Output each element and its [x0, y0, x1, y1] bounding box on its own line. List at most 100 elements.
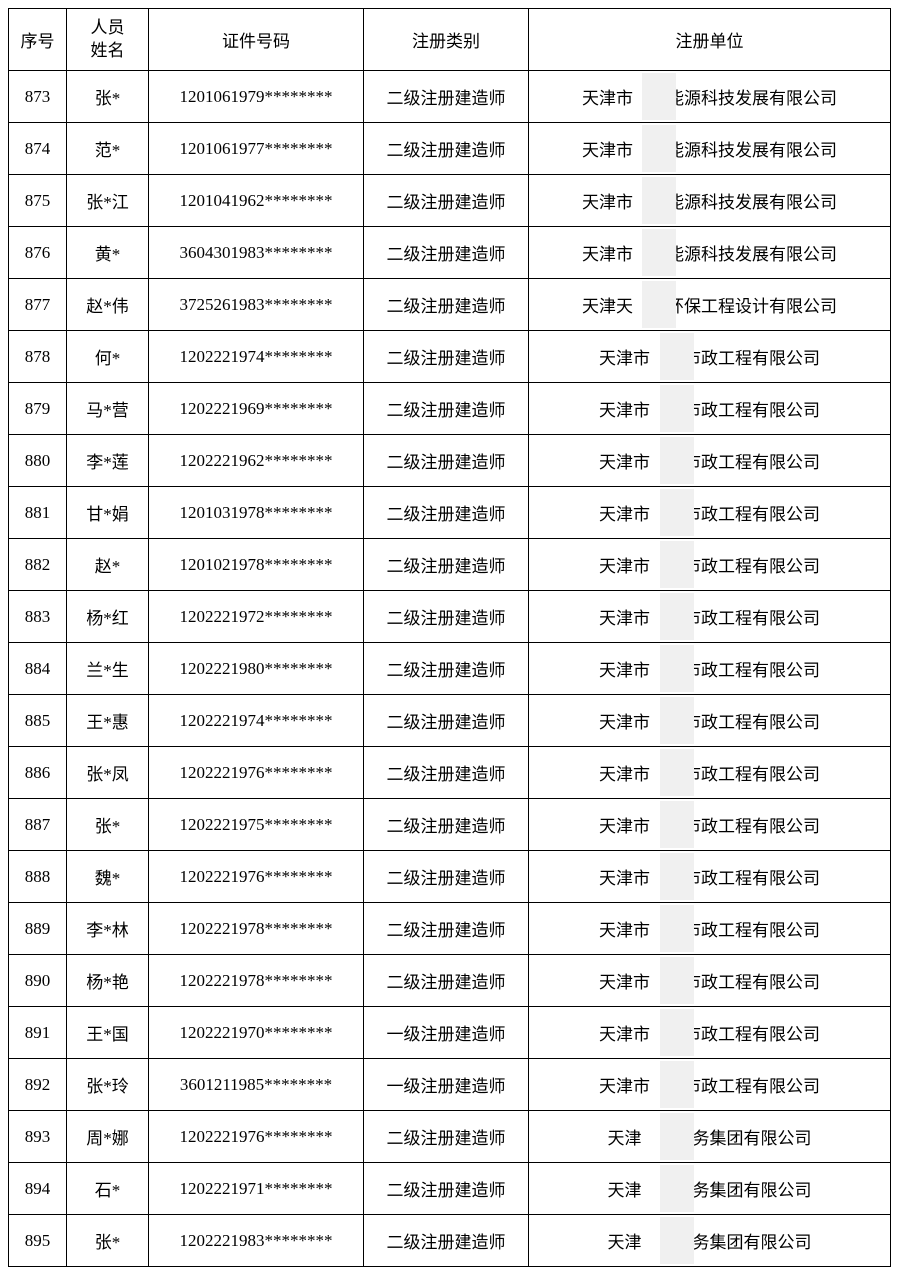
table-row: 882赵*1201021978********二级注册建造师天津市 市政工程有限… — [9, 539, 891, 591]
cell-id: 1202221978******** — [149, 903, 364, 955]
unit-text: 天津市 市政工程有限公司 — [599, 401, 820, 420]
cell-id: 1201021978******** — [149, 539, 364, 591]
cell-category: 二级注册建造师 — [364, 487, 529, 539]
header-category: 注册类别 — [364, 9, 529, 71]
cell-id: 1202221974******** — [149, 695, 364, 747]
table-row: 884兰*生1202221980********二级注册建造师天津市 市政工程有… — [9, 643, 891, 695]
cell-seq: 880 — [9, 435, 67, 487]
cell-unit: 天津 水务集团有限公司 — [529, 1215, 891, 1267]
cell-unit: 天津市 市政工程有限公司 — [529, 1007, 891, 1059]
cell-unit: 天津市 市政工程有限公司 — [529, 695, 891, 747]
cell-unit: 天津市 能源科技发展有限公司 — [529, 123, 891, 175]
cell-id: 1202221970******** — [149, 1007, 364, 1059]
unit-text: 天津市 市政工程有限公司 — [599, 661, 820, 680]
cell-name: 黄* — [67, 227, 149, 279]
redaction-block — [642, 125, 676, 172]
unit-text: 天津市 市政工程有限公司 — [599, 1077, 820, 1096]
cell-category: 二级注册建造师 — [364, 591, 529, 643]
unit-text: 天津天 环保工程设计有限公司 — [582, 297, 837, 316]
cell-seq: 875 — [9, 175, 67, 227]
cell-unit: 天津市 市政工程有限公司 — [529, 851, 891, 903]
cell-id: 1202221969******** — [149, 383, 364, 435]
table-row: 888魏*1202221976********二级注册建造师天津市 市政工程有限… — [9, 851, 891, 903]
cell-category: 二级注册建造师 — [364, 383, 529, 435]
redaction-block — [642, 177, 676, 224]
cell-name: 李*林 — [67, 903, 149, 955]
cell-unit: 天津市 市政工程有限公司 — [529, 435, 891, 487]
table-row: 885王*惠1202221974********二级注册建造师天津市 市政工程有… — [9, 695, 891, 747]
cell-category: 二级注册建造师 — [364, 227, 529, 279]
redaction-block — [660, 1009, 694, 1056]
cell-unit: 天津市 市政工程有限公司 — [529, 487, 891, 539]
cell-unit: 天津天 环保工程设计有限公司 — [529, 279, 891, 331]
table-row: 889李*林1202221978********二级注册建造师天津市 市政工程有… — [9, 903, 891, 955]
cell-name: 何* — [67, 331, 149, 383]
unit-text: 天津 水务集团有限公司 — [608, 1233, 812, 1252]
table-row: 895张*1202221983********二级注册建造师天津 水务集团有限公… — [9, 1215, 891, 1267]
table-row: 886张*凤1202221976********二级注册建造师天津市 市政工程有… — [9, 747, 891, 799]
unit-text: 天津 水务集团有限公司 — [608, 1129, 812, 1148]
table-row: 874范*1201061977********二级注册建造师天津市 能源科技发展… — [9, 123, 891, 175]
redaction-block — [660, 541, 694, 588]
cell-id: 1202221976******** — [149, 851, 364, 903]
cell-category: 二级注册建造师 — [364, 539, 529, 591]
cell-name: 范* — [67, 123, 149, 175]
cell-name: 兰*生 — [67, 643, 149, 695]
cell-unit: 天津市 市政工程有限公司 — [529, 799, 891, 851]
cell-unit: 天津市 市政工程有限公司 — [529, 955, 891, 1007]
cell-seq: 882 — [9, 539, 67, 591]
cell-unit: 天津市 能源科技发展有限公司 — [529, 227, 891, 279]
cell-unit: 天津市 市政工程有限公司 — [529, 383, 891, 435]
cell-category: 二级注册建造师 — [364, 435, 529, 487]
cell-category: 二级注册建造师 — [364, 851, 529, 903]
cell-unit: 天津 水务集团有限公司 — [529, 1111, 891, 1163]
cell-seq: 892 — [9, 1059, 67, 1111]
cell-category: 二级注册建造师 — [364, 1215, 529, 1267]
cell-id: 1202221978******** — [149, 955, 364, 1007]
table-row: 879马*营1202221969********二级注册建造师天津市 市政工程有… — [9, 383, 891, 435]
unit-text: 天津市 能源科技发展有限公司 — [582, 193, 837, 212]
unit-text: 天津市 市政工程有限公司 — [599, 921, 820, 940]
cell-id: 3725261983******** — [149, 279, 364, 331]
cell-category: 二级注册建造师 — [364, 903, 529, 955]
cell-id: 1202221976******** — [149, 747, 364, 799]
cell-category: 二级注册建造师 — [364, 955, 529, 1007]
cell-id: 1201061977******** — [149, 123, 364, 175]
unit-text: 天津市 市政工程有限公司 — [599, 1025, 820, 1044]
unit-text: 天津市 市政工程有限公司 — [599, 453, 820, 472]
cell-name: 张*凤 — [67, 747, 149, 799]
redaction-block — [642, 229, 676, 276]
cell-seq: 876 — [9, 227, 67, 279]
cell-seq: 874 — [9, 123, 67, 175]
redaction-block — [660, 437, 694, 484]
redaction-block — [660, 489, 694, 536]
cell-category: 一级注册建造师 — [364, 1059, 529, 1111]
redaction-block — [660, 385, 694, 432]
cell-seq: 895 — [9, 1215, 67, 1267]
redaction-block — [660, 333, 694, 380]
cell-unit: 天津市 市政工程有限公司 — [529, 747, 891, 799]
cell-id: 1202221983******** — [149, 1215, 364, 1267]
cell-name: 张* — [67, 71, 149, 123]
unit-text: 天津市 能源科技发展有限公司 — [582, 89, 837, 108]
cell-name: 杨*艳 — [67, 955, 149, 1007]
cell-unit: 天津市 市政工程有限公司 — [529, 539, 891, 591]
table-row: 873张*1201061979********二级注册建造师天津市 能源科技发展… — [9, 71, 891, 123]
redaction-block — [660, 853, 694, 900]
redaction-block — [642, 281, 676, 328]
unit-text: 天津市 市政工程有限公司 — [599, 609, 820, 628]
unit-text: 天津市 市政工程有限公司 — [599, 765, 820, 784]
redaction-block — [642, 73, 676, 120]
cell-name: 马*营 — [67, 383, 149, 435]
table-row: 887张*1202221975********二级注册建造师天津市 市政工程有限… — [9, 799, 891, 851]
cell-unit: 天津市 能源科技发展有限公司 — [529, 71, 891, 123]
header-id: 证件号码 — [149, 9, 364, 71]
table-row: 891王*国1202221970********一级注册建造师天津市 市政工程有… — [9, 1007, 891, 1059]
cell-id: 1202221962******** — [149, 435, 364, 487]
redaction-block — [660, 593, 694, 640]
cell-unit: 天津市 能源科技发展有限公司 — [529, 175, 891, 227]
cell-name: 甘*娟 — [67, 487, 149, 539]
cell-seq: 885 — [9, 695, 67, 747]
cell-category: 二级注册建造师 — [364, 71, 529, 123]
cell-name: 魏* — [67, 851, 149, 903]
